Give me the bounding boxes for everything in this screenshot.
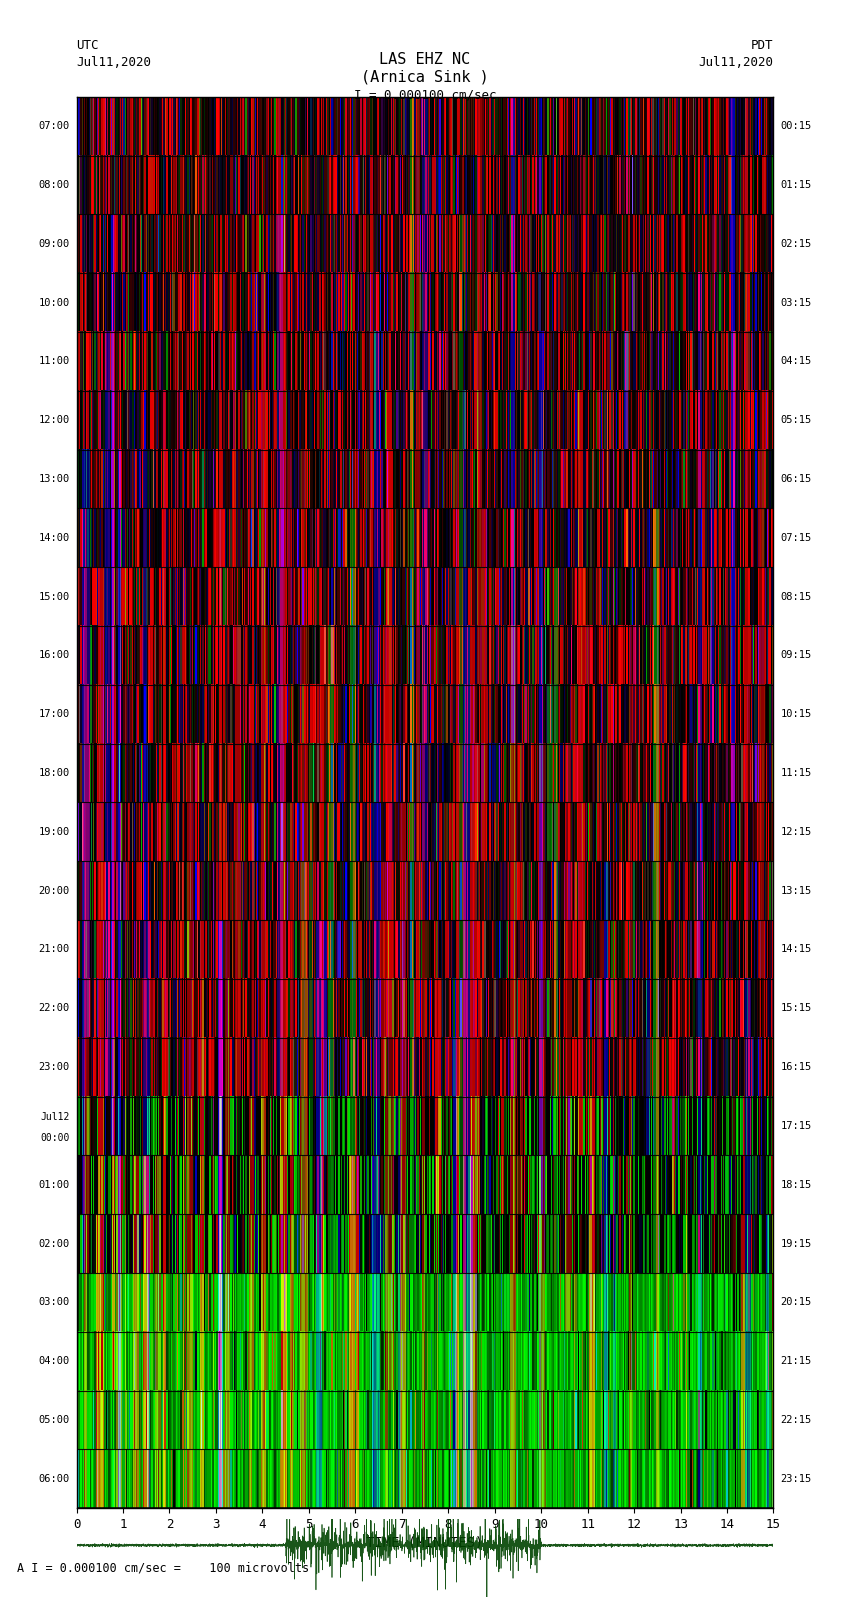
- Text: UTC: UTC: [76, 39, 99, 52]
- Text: 03:15: 03:15: [780, 298, 812, 308]
- Text: 11:15: 11:15: [780, 768, 812, 777]
- Text: 16:15: 16:15: [780, 1061, 812, 1073]
- Text: 20:00: 20:00: [38, 886, 70, 895]
- Text: 01:15: 01:15: [780, 181, 812, 190]
- Text: 02:00: 02:00: [38, 1239, 70, 1248]
- Text: LAS EHZ NC: LAS EHZ NC: [379, 52, 471, 68]
- Text: 14:15: 14:15: [780, 945, 812, 955]
- Text: 17:15: 17:15: [780, 1121, 812, 1131]
- Text: 08:15: 08:15: [780, 592, 812, 602]
- Text: 20:15: 20:15: [780, 1297, 812, 1307]
- Text: 22:15: 22:15: [780, 1415, 812, 1424]
- Text: 05:00: 05:00: [38, 1415, 70, 1424]
- Text: I = 0.000100 cm/sec: I = 0.000100 cm/sec: [354, 89, 496, 102]
- Text: 21:15: 21:15: [780, 1357, 812, 1366]
- Text: (Arnica Sink ): (Arnica Sink ): [361, 69, 489, 85]
- Text: Jul12: Jul12: [40, 1111, 70, 1123]
- Text: 04:15: 04:15: [780, 356, 812, 366]
- Text: 04:00: 04:00: [38, 1357, 70, 1366]
- Text: 02:15: 02:15: [780, 239, 812, 248]
- Text: 01:00: 01:00: [38, 1179, 70, 1190]
- Text: 07:00: 07:00: [38, 121, 70, 131]
- X-axis label: TIME (MINUTES): TIME (MINUTES): [366, 1536, 484, 1548]
- Text: 21:00: 21:00: [38, 945, 70, 955]
- Text: 07:15: 07:15: [780, 532, 812, 544]
- Text: 18:00: 18:00: [38, 768, 70, 777]
- Text: 14:00: 14:00: [38, 532, 70, 544]
- Text: 03:00: 03:00: [38, 1297, 70, 1307]
- Text: 06:00: 06:00: [38, 1474, 70, 1484]
- Text: 17:00: 17:00: [38, 710, 70, 719]
- Text: 19:15: 19:15: [780, 1239, 812, 1248]
- Text: 10:15: 10:15: [780, 710, 812, 719]
- Text: 19:00: 19:00: [38, 827, 70, 837]
- Text: 12:00: 12:00: [38, 415, 70, 426]
- Text: 10:00: 10:00: [38, 298, 70, 308]
- Text: Jul11,2020: Jul11,2020: [76, 56, 151, 69]
- Text: 08:00: 08:00: [38, 181, 70, 190]
- Text: 23:15: 23:15: [780, 1474, 812, 1484]
- Text: Jul11,2020: Jul11,2020: [699, 56, 774, 69]
- Text: 00:15: 00:15: [780, 121, 812, 131]
- Text: 06:15: 06:15: [780, 474, 812, 484]
- Text: A I = 0.000100 cm/sec =    100 microvolts: A I = 0.000100 cm/sec = 100 microvolts: [17, 1561, 309, 1574]
- Text: 15:00: 15:00: [38, 592, 70, 602]
- Text: 18:15: 18:15: [780, 1179, 812, 1190]
- Text: 16:00: 16:00: [38, 650, 70, 660]
- Text: 22:00: 22:00: [38, 1003, 70, 1013]
- Text: 09:00: 09:00: [38, 239, 70, 248]
- Text: 12:15: 12:15: [780, 827, 812, 837]
- Text: 00:00: 00:00: [40, 1132, 70, 1142]
- Text: 23:00: 23:00: [38, 1061, 70, 1073]
- Text: 15:15: 15:15: [780, 1003, 812, 1013]
- Text: 13:15: 13:15: [780, 886, 812, 895]
- Text: 11:00: 11:00: [38, 356, 70, 366]
- Text: 09:15: 09:15: [780, 650, 812, 660]
- Text: 05:15: 05:15: [780, 415, 812, 426]
- Text: PDT: PDT: [751, 39, 774, 52]
- Text: 13:00: 13:00: [38, 474, 70, 484]
